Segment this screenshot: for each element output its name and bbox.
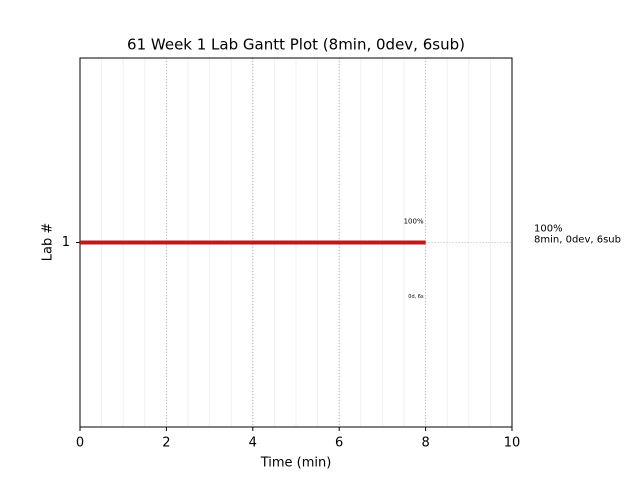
x-tick-label: 4 (249, 436, 257, 451)
bar (80, 240, 426, 245)
x-tick-label: 0 (76, 436, 84, 451)
x-tick-label: 10 (504, 436, 521, 451)
bar-label: 100% (404, 218, 424, 226)
side-label: 8min, 0dev, 6sub (534, 235, 621, 246)
sub-label: 0d, 6s (408, 294, 424, 300)
x-tick-label: 8 (421, 436, 429, 451)
x-axis-label: Time (min) (260, 456, 332, 471)
side-label: 100% (534, 224, 563, 235)
x-tick-label: 2 (162, 436, 170, 451)
y-axis-label: Lab # (41, 223, 56, 262)
chart-title: 61 Week 1 Lab Gantt Plot (8min, 0dev, 6s… (127, 36, 465, 54)
x-tick-label: 6 (335, 436, 343, 451)
y-tick-label: 1 (62, 235, 70, 250)
